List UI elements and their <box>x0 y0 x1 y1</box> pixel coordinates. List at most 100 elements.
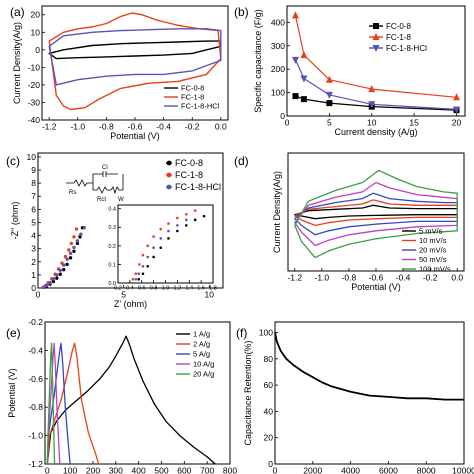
x-tick-label: 6000 <box>379 466 398 474</box>
legend-label: 1 A/g <box>193 330 210 339</box>
y-tick-label: 5 <box>31 217 36 227</box>
y-tick-label: -40 <box>28 115 41 125</box>
x-tick-label: 0.6 <box>138 286 146 292</box>
data-point <box>55 273 59 277</box>
y-tick-label: -1.2 <box>28 459 43 469</box>
data-point <box>159 246 163 250</box>
y-tick-label: 0.3 <box>108 225 116 231</box>
data-point <box>137 272 141 276</box>
y-axis-label: Current Density(A/g) <box>272 171 282 253</box>
y-tick-label: 0.1 <box>108 262 116 268</box>
data-point <box>176 224 179 227</box>
y-tick-label: -20 <box>28 80 41 90</box>
x-tick-label: -0.2 <box>423 273 438 283</box>
x-tick-label: 1.6 <box>197 286 205 292</box>
legend-marker <box>373 23 379 29</box>
data-point <box>368 101 376 109</box>
x-axis-label: Potential (V) <box>351 282 401 292</box>
panel-d: (d)-1.2 -1.0 -0.8 -0.6 -0.4 -0.2 0.05 mV/s10 m… <box>234 152 465 292</box>
data-point <box>75 241 80 246</box>
data-point <box>146 255 149 259</box>
legend-marker <box>372 33 380 40</box>
plot-frame <box>286 5 466 117</box>
y-tick-label: 4 <box>31 231 36 241</box>
data-point <box>159 237 163 240</box>
x-tick-label: 1.0 <box>162 286 170 292</box>
data-point <box>167 222 170 225</box>
data-point <box>300 75 308 83</box>
legend-label: FC-1-8 <box>181 93 204 102</box>
data-point <box>51 279 56 284</box>
data-point <box>291 56 299 64</box>
x-tick-label: -0.6 <box>128 122 143 132</box>
data-point <box>72 249 76 254</box>
x-tick-label: 1.2 <box>174 286 182 292</box>
x-tick-label: -0.4 <box>396 273 411 283</box>
data-point <box>167 229 170 233</box>
x-tick-label: 2000 <box>303 466 322 474</box>
data-point <box>72 245 76 250</box>
x-tick-label: 400 <box>132 466 146 474</box>
data-point <box>134 272 138 276</box>
legend-marker <box>166 184 172 190</box>
x-tick-label: -0.2 <box>185 122 200 132</box>
circuit-wire <box>66 171 124 195</box>
data-point <box>58 272 62 276</box>
y-tick-label: 8 <box>31 178 36 188</box>
data-point <box>291 11 299 19</box>
legend-label: 5 A/g <box>193 350 210 359</box>
y-tick-label: 0 <box>268 459 273 469</box>
y-axis-label: Potential (V) <box>7 368 17 418</box>
x-tick-label: 8000 <box>417 466 436 474</box>
circuit-label-rs: Rs <box>69 190 76 196</box>
y-tick-label: -0.6 <box>28 374 43 384</box>
y-tick-label: 2 <box>31 257 36 267</box>
circuit-label-cl: Cl <box>102 165 108 171</box>
x-tick-label: 0 <box>285 118 290 128</box>
y-tick-label: 60 <box>264 380 274 390</box>
data-point <box>453 106 461 114</box>
y-tick-label: -1.0 <box>28 431 43 441</box>
panel-f: (f) 0 2000 4000 6000 8000 10000 0 20 40 60 80 100 Cap… <box>236 321 474 474</box>
data-point <box>325 91 333 99</box>
panel-label: (c) <box>6 154 20 168</box>
legend-label: 50 mV/s <box>419 255 447 264</box>
panel-label: (b) <box>234 5 249 19</box>
x-tick-label: 600 <box>177 466 191 474</box>
data-point <box>193 218 197 222</box>
data-point <box>146 244 149 248</box>
data-point <box>152 235 155 238</box>
data-point <box>141 272 145 276</box>
panel-c: (c)0 5 10012345678910FC-0-8FC-1-8FC-1-8-HC… <box>6 152 224 309</box>
data-point <box>141 264 145 268</box>
data-point <box>61 263 66 267</box>
x-tick-label: 500 <box>154 466 168 474</box>
data-point <box>74 227 79 231</box>
data-point <box>202 214 206 218</box>
data-point <box>141 253 145 257</box>
legend-label: 20 mV/s <box>419 246 447 255</box>
data-point <box>137 277 141 281</box>
data-point <box>67 248 71 252</box>
legend-label: FC-0-8 <box>175 158 203 168</box>
legend-label: 10 A/g <box>193 360 214 369</box>
y-tick-label: 0 <box>35 45 40 55</box>
data-point <box>134 277 138 281</box>
y-tick-label: 100 <box>259 327 273 337</box>
data-point <box>44 283 49 288</box>
x-tick-label: 5 <box>121 290 126 300</box>
x-tick-label: 10 <box>367 118 377 128</box>
y-tick-label: 200 <box>271 64 285 74</box>
data-point <box>72 235 76 239</box>
data-point <box>61 267 66 272</box>
equivalent-circuit: Rs Rct Cl W <box>66 165 124 203</box>
data-point <box>193 209 197 212</box>
series-line <box>294 169 458 259</box>
x-tick-label: 100 <box>63 466 77 474</box>
x-tick-label: -1.2 <box>287 273 302 283</box>
legend-marker <box>372 45 380 52</box>
data-point <box>184 224 188 227</box>
data-point <box>300 96 307 103</box>
data-point <box>63 254 68 259</box>
